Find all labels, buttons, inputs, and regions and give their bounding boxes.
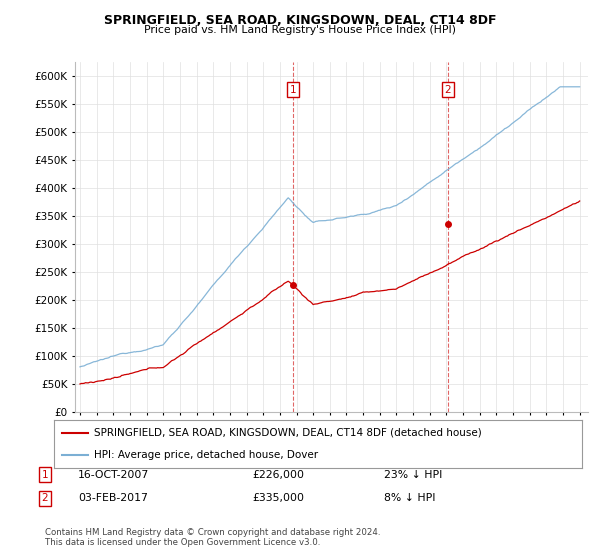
Text: 1: 1	[290, 85, 296, 95]
Text: SPRINGFIELD, SEA ROAD, KINGSDOWN, DEAL, CT14 8DF (detached house): SPRINGFIELD, SEA ROAD, KINGSDOWN, DEAL, …	[94, 428, 481, 438]
Text: 03-FEB-2017: 03-FEB-2017	[78, 493, 148, 503]
Text: 2: 2	[445, 85, 451, 95]
Text: 23% ↓ HPI: 23% ↓ HPI	[384, 470, 442, 480]
Text: SPRINGFIELD, SEA ROAD, KINGSDOWN, DEAL, CT14 8DF: SPRINGFIELD, SEA ROAD, KINGSDOWN, DEAL, …	[104, 14, 496, 27]
Text: 16-OCT-2007: 16-OCT-2007	[78, 470, 149, 480]
Text: 8% ↓ HPI: 8% ↓ HPI	[384, 493, 436, 503]
Text: 1: 1	[41, 470, 49, 480]
Text: Contains HM Land Registry data © Crown copyright and database right 2024.
This d: Contains HM Land Registry data © Crown c…	[45, 528, 380, 547]
Text: 2: 2	[41, 493, 49, 503]
Text: Price paid vs. HM Land Registry's House Price Index (HPI): Price paid vs. HM Land Registry's House …	[144, 25, 456, 35]
Text: £335,000: £335,000	[252, 493, 304, 503]
Text: HPI: Average price, detached house, Dover: HPI: Average price, detached house, Dove…	[94, 450, 318, 460]
Text: £226,000: £226,000	[252, 470, 304, 480]
